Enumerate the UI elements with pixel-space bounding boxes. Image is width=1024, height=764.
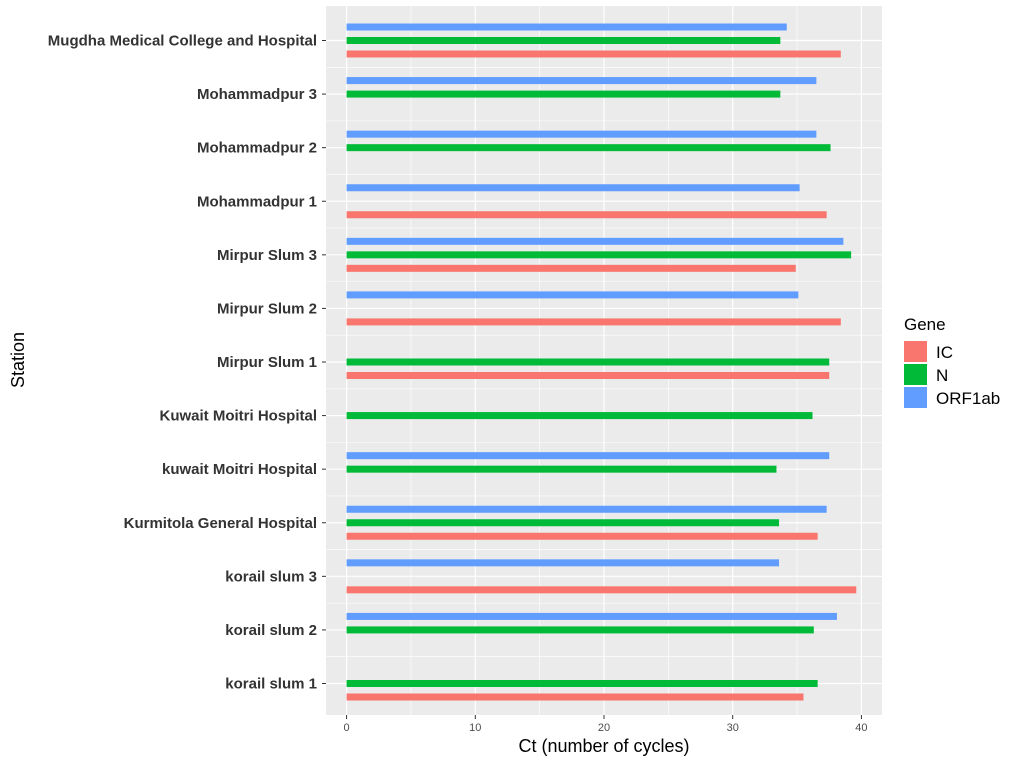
bar-orf1ab xyxy=(346,130,817,138)
bar-n xyxy=(346,90,781,98)
bar-ic xyxy=(346,211,827,219)
legend-label-n: N xyxy=(936,366,948,385)
x-tick-label: 0 xyxy=(344,722,350,734)
bar-orf1ab xyxy=(346,23,787,31)
station-label: Mirpur Slum 3 xyxy=(217,247,317,264)
bar-orf1ab xyxy=(346,612,837,620)
bar-ic xyxy=(346,532,818,540)
x-tick-label: 20 xyxy=(598,722,610,734)
x-tick-label: 30 xyxy=(727,722,739,734)
legend-key-ic xyxy=(904,341,927,362)
y-axis-title: Station xyxy=(8,332,28,388)
station-label: korail slum 1 xyxy=(225,676,317,693)
station-label: Mohammadpur 1 xyxy=(197,193,317,210)
station-label: Mohammadpur 3 xyxy=(197,86,317,103)
bar-ic xyxy=(346,586,857,594)
bar-n xyxy=(346,412,813,420)
legend-key-orf1ab xyxy=(904,387,927,408)
bar-orf1ab xyxy=(346,237,844,245)
bars xyxy=(346,23,857,701)
legend: Gene IC N ORF1ab xyxy=(904,315,1000,408)
station-label: kuwait Moitri Hospital xyxy=(162,461,317,478)
station-label: Kuwait Moitri Hospital xyxy=(160,408,318,425)
bar-orf1ab xyxy=(346,184,800,192)
bar-n xyxy=(346,358,830,366)
legend-label-ic: IC xyxy=(936,343,953,362)
bar-n xyxy=(346,251,852,259)
y-axis: korail slum 1 korail slum 2 korail slum 3 K… xyxy=(48,33,326,693)
bar-ic xyxy=(346,50,841,58)
x-axis-title: Ct (number of cycles) xyxy=(518,736,689,756)
station-label: korail slum 2 xyxy=(225,622,317,639)
bar-n xyxy=(346,680,818,687)
legend-items: IC N ORF1ab xyxy=(904,341,1000,408)
bar-orf1ab xyxy=(346,77,817,85)
station-label: korail slum 3 xyxy=(225,568,317,585)
legend-label-orf1ab: ORF1ab xyxy=(936,389,1000,408)
bar-n xyxy=(346,519,780,527)
bar-orf1ab xyxy=(346,559,780,567)
bar-n xyxy=(346,465,777,473)
x-axis: 0 10 20 30 40 xyxy=(344,715,868,734)
bar-ic xyxy=(346,318,841,326)
bar-ic xyxy=(346,372,830,379)
station-label: Kurmitola General Hospital xyxy=(124,515,317,532)
station-label: Mohammadpur 2 xyxy=(197,140,317,157)
x-tick-label: 40 xyxy=(855,722,867,734)
bar-n xyxy=(346,144,831,152)
bar-ic xyxy=(346,264,796,272)
bar-ic xyxy=(346,693,804,701)
legend-key-n xyxy=(904,364,927,385)
station-label: Mugdha Medical College and Hospital xyxy=(48,33,317,50)
bar-orf1ab xyxy=(346,291,799,299)
legend-title: Gene xyxy=(904,315,946,334)
x-tick-label: 10 xyxy=(469,722,481,734)
bar-n xyxy=(346,626,814,634)
station-label: Mirpur Slum 2 xyxy=(217,300,317,317)
bar-n xyxy=(346,37,781,44)
bar-orf1ab xyxy=(346,452,830,460)
station-label: Mirpur Slum 1 xyxy=(217,354,317,371)
bar-orf1ab xyxy=(346,505,827,513)
